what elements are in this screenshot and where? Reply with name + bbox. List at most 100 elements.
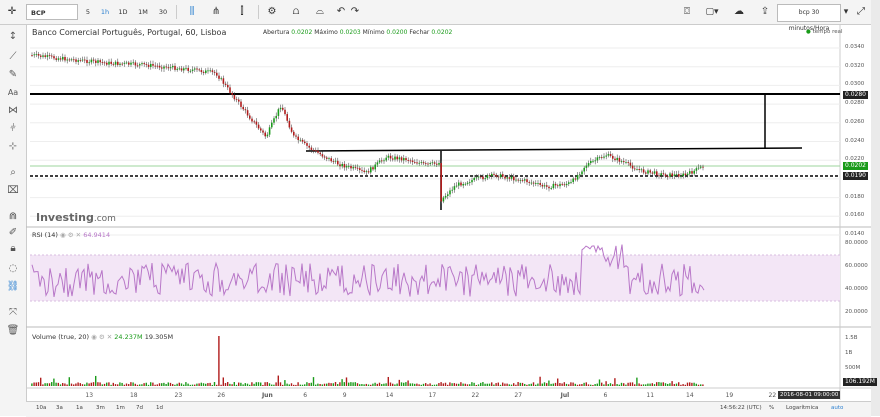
volume-bar xyxy=(374,382,376,386)
chart-canvas[interactable] xyxy=(26,25,871,416)
interval-30[interactable]: 30 xyxy=(158,8,168,16)
candle xyxy=(356,167,359,169)
cloud-save-icon[interactable]: ⇪ xyxy=(760,6,770,17)
volume-bar xyxy=(266,382,268,386)
candle xyxy=(372,167,374,170)
range-button-1d[interactable]: 1d xyxy=(156,405,163,411)
volume-bar xyxy=(253,383,255,386)
volume-bar xyxy=(653,384,656,386)
candle xyxy=(119,63,121,65)
zoom-icon[interactable]: ⌕ xyxy=(10,167,16,178)
compare-icon[interactable]: ⌓ xyxy=(316,6,324,17)
candle xyxy=(290,127,293,132)
volume-value-2: 19.305M xyxy=(144,333,174,341)
volume-bar xyxy=(700,384,702,386)
candle xyxy=(499,174,502,178)
range-button-3m[interactable]: 3m xyxy=(96,405,105,411)
volume-bar xyxy=(86,382,88,386)
candle xyxy=(365,171,368,173)
brush-icon[interactable]: ✎ xyxy=(8,69,18,80)
candle xyxy=(205,70,207,73)
interval-1d[interactable]: 1D xyxy=(118,8,128,16)
candle xyxy=(348,165,350,167)
volume-bar xyxy=(200,382,202,386)
eraser-icon[interactable]: ⌧ xyxy=(7,185,19,196)
trend-line-icon[interactable]: ⟋ xyxy=(9,51,17,62)
volume-bar xyxy=(101,384,103,386)
expand-icon[interactable]: ⤧ xyxy=(9,307,17,318)
stay-drawing-icon[interactable]: ✐ xyxy=(8,227,18,238)
candle xyxy=(614,158,616,161)
volume-bar xyxy=(528,384,530,386)
indicators-icon[interactable]: ⫿ xyxy=(240,6,244,17)
candle xyxy=(546,185,548,187)
volume-bar xyxy=(477,384,480,386)
bottom-bar xyxy=(26,401,871,417)
volume-tick: 1.5B xyxy=(845,335,858,341)
bar-type-icon[interactable]: ⫼ xyxy=(189,6,195,17)
volume-bar xyxy=(491,382,493,386)
candle xyxy=(554,183,557,186)
log-toggle[interactable]: Logarítmica xyxy=(786,405,819,411)
gear-icon[interactable]: ⚙ xyxy=(267,6,277,17)
candle xyxy=(154,65,156,67)
candle xyxy=(570,182,572,183)
candle xyxy=(359,168,361,170)
candle xyxy=(183,68,185,71)
magnet-icon[interactable]: ⋒ xyxy=(8,211,18,222)
range-button-3a[interactable]: 3a xyxy=(56,405,63,411)
candle xyxy=(392,158,394,160)
volume-bar xyxy=(125,383,128,386)
auto-toggle[interactable]: auto xyxy=(831,405,844,411)
text-tool-icon[interactable]: Aa xyxy=(7,88,19,97)
range-button-1m[interactable]: 1m xyxy=(116,405,125,411)
compare-symbol-select[interactable]: bcp 30 minutos/Hora xyxy=(777,4,841,32)
range-button-7d[interactable]: 7d xyxy=(136,405,143,411)
hide-icon[interactable]: ◌ xyxy=(8,263,18,274)
volume-bar xyxy=(53,378,55,386)
candle xyxy=(319,152,321,155)
fib-icon[interactable]: ⫩ xyxy=(10,123,16,134)
cloud-icon[interactable]: ☁ xyxy=(734,6,744,17)
range-button-10a[interactable]: 10a xyxy=(36,405,47,411)
range-button-1a[interactable]: 1a xyxy=(76,405,83,411)
redo-icon[interactable]: ↷ xyxy=(350,6,360,17)
candle xyxy=(180,68,183,71)
live-label: tempo real xyxy=(812,29,843,35)
layout-select-icon[interactable]: ▢▾ xyxy=(705,7,719,17)
volume-bar xyxy=(394,384,396,386)
candle xyxy=(460,182,462,186)
interval-5[interactable]: 5 xyxy=(85,8,91,16)
cursor-icon[interactable]: ↕ xyxy=(8,31,18,42)
chevron-down-icon[interactable]: ▾ xyxy=(843,7,849,17)
camera-icon[interactable]: ⌼ xyxy=(684,6,690,17)
candle xyxy=(136,65,139,67)
volume-bar xyxy=(359,384,361,386)
measure-icon[interactable]: ⊹ xyxy=(8,141,18,152)
candle xyxy=(530,182,533,184)
percent-toggle[interactable]: % xyxy=(769,405,775,411)
volume-bar xyxy=(367,384,370,386)
volume-bar xyxy=(222,377,224,386)
lock-icon[interactable]: 🔒︎ xyxy=(10,243,16,254)
candle xyxy=(425,163,427,165)
candle xyxy=(462,183,464,186)
candles-icon[interactable]: ⋔ xyxy=(211,6,221,17)
trash-icon[interactable]: 🗑︎ xyxy=(6,325,20,336)
scrollbar[interactable] xyxy=(871,0,880,416)
candle xyxy=(68,59,71,61)
sync-icon[interactable]: ⛓ xyxy=(6,281,20,292)
candle xyxy=(475,177,478,179)
symbol-input[interactable]: BCP xyxy=(26,4,78,20)
volume-bar xyxy=(385,383,387,386)
crosshair-icon[interactable]: ✛ xyxy=(7,6,17,17)
fullscreen-icon[interactable]: ⤢ xyxy=(857,6,865,17)
candle xyxy=(306,143,308,146)
interval-1m[interactable]: 1M xyxy=(138,8,148,16)
interval-1h[interactable]: 1h xyxy=(100,8,110,16)
undo-icon[interactable]: ↶ xyxy=(336,6,346,17)
candle xyxy=(433,162,436,164)
pattern-icon[interactable]: ⋈ xyxy=(8,105,18,116)
templates-icon[interactable]: ⩍ xyxy=(292,6,300,17)
volume-bar xyxy=(343,382,345,386)
